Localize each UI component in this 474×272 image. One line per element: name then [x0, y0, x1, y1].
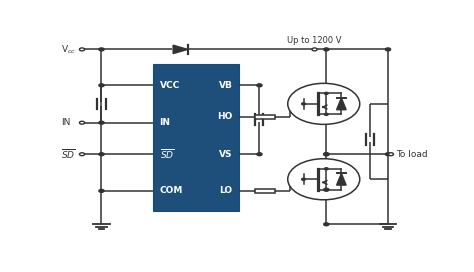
Circle shape — [324, 223, 329, 226]
Text: VB: VB — [219, 81, 233, 90]
Circle shape — [80, 153, 84, 156]
Polygon shape — [173, 45, 188, 54]
Circle shape — [385, 153, 391, 156]
Circle shape — [325, 189, 328, 191]
Circle shape — [325, 92, 328, 94]
Circle shape — [324, 188, 329, 191]
Circle shape — [99, 48, 104, 51]
Circle shape — [99, 84, 104, 87]
Polygon shape — [337, 98, 346, 110]
Text: COM: COM — [160, 186, 183, 195]
Circle shape — [288, 83, 360, 124]
Circle shape — [301, 103, 305, 105]
Text: $\overline{SD}$: $\overline{SD}$ — [160, 147, 174, 161]
Text: HO: HO — [217, 112, 233, 121]
Circle shape — [80, 121, 84, 124]
Circle shape — [288, 159, 360, 200]
Circle shape — [257, 153, 262, 156]
Polygon shape — [337, 173, 346, 185]
Circle shape — [99, 189, 104, 192]
Bar — [255, 189, 275, 193]
Text: VS: VS — [219, 150, 233, 159]
Text: IN: IN — [160, 118, 171, 127]
Circle shape — [388, 153, 393, 156]
Text: IN: IN — [61, 118, 71, 127]
Text: VCC: VCC — [160, 81, 180, 90]
Circle shape — [324, 48, 329, 51]
Circle shape — [312, 48, 317, 51]
Circle shape — [301, 178, 305, 180]
Circle shape — [99, 153, 104, 156]
Circle shape — [80, 48, 84, 51]
Text: Up to 1200 V: Up to 1200 V — [287, 36, 342, 45]
Circle shape — [385, 48, 391, 51]
Circle shape — [325, 113, 328, 115]
Circle shape — [324, 153, 329, 156]
Bar — [255, 115, 275, 119]
Text: To load: To load — [396, 150, 428, 159]
Text: LO: LO — [219, 186, 233, 195]
Text: V$_{cc}$: V$_{cc}$ — [61, 43, 76, 56]
Circle shape — [257, 84, 262, 87]
Text: $\overline{SD}$: $\overline{SD}$ — [61, 147, 76, 161]
FancyBboxPatch shape — [153, 64, 239, 211]
Circle shape — [99, 121, 104, 124]
Circle shape — [325, 168, 328, 170]
Circle shape — [324, 153, 329, 156]
